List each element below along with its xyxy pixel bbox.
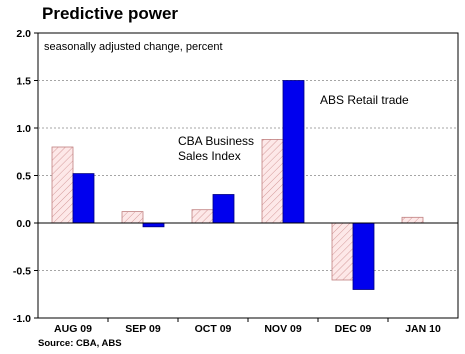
y-tick-label: 1.5	[16, 76, 31, 88]
x-tick-label: NOV 09	[264, 323, 302, 335]
bar-abs-retail-trade	[72, 173, 95, 224]
bar-abs-retail-trade	[352, 222, 375, 290]
series-label: CBA Business	[178, 134, 254, 148]
y-tick-label: 0.5	[16, 171, 31, 183]
bar-cba-business-sales	[191, 209, 214, 224]
y-tick-label: 1.0	[16, 123, 31, 135]
series-label: Sales Index	[178, 149, 241, 163]
y-tick-label: 0.0	[16, 218, 31, 230]
source-note: Source: CBA, ABS	[38, 338, 122, 349]
y-tick-label: -0.5	[13, 266, 31, 278]
bar-cba-business-sales	[261, 138, 284, 224]
bar-cba-business-sales	[121, 211, 144, 224]
series-label: ABS Retail trade	[320, 93, 409, 107]
x-tick-label: OCT 09	[195, 323, 232, 335]
y-tick-label: -1.0	[13, 313, 31, 325]
bar-abs-retail-trade	[282, 80, 305, 224]
bar-abs-retail-trade	[212, 194, 235, 224]
chart-title: Predictive power	[42, 4, 179, 23]
x-tick-label: JAN 10	[405, 323, 441, 335]
y-tick-label: 2.0	[16, 28, 31, 40]
bars	[51, 80, 424, 290]
bar-cba-business-sales	[51, 146, 74, 224]
bar-abs-retail-trade	[142, 222, 165, 228]
bar-cba-business-sales	[401, 216, 424, 224]
bar-cba-business-sales	[331, 222, 354, 281]
x-tick-label: DEC 09	[335, 323, 372, 335]
x-tick-label: SEP 09	[125, 323, 161, 335]
axes: 2.0 1.5 1.0 0.5 0.0 -0.5 -1.0 AUG 09 SEP 09 OCT 0…	[13, 28, 458, 335]
chart-subtitle: seasonally adjusted change, percent	[44, 41, 223, 53]
x-tick-label: AUG 09	[54, 323, 92, 335]
